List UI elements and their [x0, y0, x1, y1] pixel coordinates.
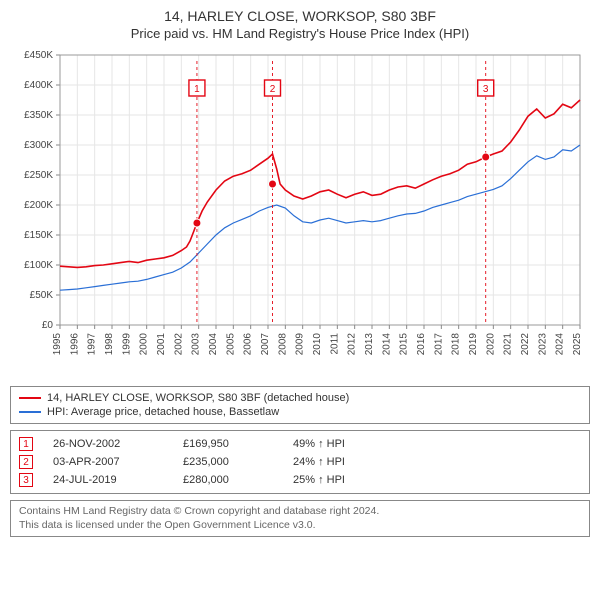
legend-row: 14, HARLEY CLOSE, WORKSOP, S80 3BF (deta… — [19, 391, 581, 405]
x-tick-label: 2025 — [572, 333, 583, 356]
x-tick-label: 2004 — [208, 333, 219, 356]
page-title: 14, HARLEY CLOSE, WORKSOP, S80 3BF — [10, 8, 590, 24]
x-tick-label: 1999 — [121, 333, 132, 356]
y-tick-label: £450K — [24, 50, 53, 61]
footer-line: Contains HM Land Registry data © Crown c… — [19, 505, 581, 519]
x-tick-label: 2023 — [537, 333, 548, 356]
x-tick-label: 2020 — [485, 333, 496, 356]
x-tick-label: 2006 — [243, 333, 254, 356]
y-tick-label: £400K — [24, 80, 53, 91]
attribution-footer: Contains HM Land Registry data © Crown c… — [10, 500, 590, 537]
x-tick-label: 2011 — [329, 333, 340, 355]
transaction-marker — [193, 219, 201, 227]
legend-swatch — [19, 411, 41, 413]
transaction-price: £235,000 — [183, 456, 273, 468]
transaction-date: 03-APR-2007 — [53, 456, 163, 468]
transaction-row-badge: 1 — [19, 437, 33, 451]
legend-label: 14, HARLEY CLOSE, WORKSOP, S80 3BF (deta… — [47, 392, 349, 404]
x-tick-label: 1998 — [104, 333, 115, 356]
x-tick-label: 2016 — [416, 333, 427, 356]
x-tick-label: 2001 — [156, 333, 167, 356]
transaction-row-badge: 2 — [19, 455, 33, 469]
transaction-hpi: 24% ↑ HPI — [293, 456, 345, 468]
x-tick-label: 2010 — [312, 333, 323, 356]
y-tick-label: £250K — [24, 170, 53, 181]
x-tick-label: 1997 — [87, 333, 98, 356]
transaction-marker — [269, 180, 277, 188]
transaction-row: 1 26-NOV-2002 £169,950 49% ↑ HPI — [19, 435, 581, 453]
x-tick-label: 1996 — [69, 333, 80, 356]
x-tick-label: 1995 — [52, 333, 63, 356]
transaction-hpi: 25% ↑ HPI — [293, 474, 345, 486]
legend-label: HPI: Average price, detached house, Bass… — [47, 406, 279, 418]
legend-swatch — [19, 397, 41, 399]
x-tick-label: 2014 — [381, 333, 392, 356]
x-tick-label: 2021 — [503, 333, 514, 356]
transaction-row-badge: 3 — [19, 473, 33, 487]
x-tick-label: 2018 — [451, 333, 462, 356]
transaction-price: £169,950 — [183, 438, 273, 450]
page-subtitle: Price paid vs. HM Land Registry's House … — [10, 26, 590, 41]
transactions-table: 1 26-NOV-2002 £169,950 49% ↑ HPI 2 03-APR-200… — [10, 430, 590, 494]
x-tick-label: 2007 — [260, 333, 271, 356]
transaction-price: £280,000 — [183, 474, 273, 486]
footer-line: This data is licensed under the Open Gov… — [19, 519, 581, 533]
x-tick-label: 2002 — [173, 333, 184, 356]
x-tick-label: 2019 — [468, 333, 479, 356]
y-tick-label: £200K — [24, 200, 53, 211]
x-tick-label: 2015 — [399, 333, 410, 356]
transaction-badge-num: 1 — [194, 84, 200, 95]
x-tick-label: 2000 — [139, 333, 150, 356]
transaction-date: 24-JUL-2019 — [53, 474, 163, 486]
x-tick-label: 2024 — [555, 333, 566, 356]
x-tick-label: 2013 — [364, 333, 375, 356]
legend-row: HPI: Average price, detached house, Bass… — [19, 405, 581, 419]
transaction-badge-num: 3 — [483, 84, 489, 95]
transaction-row: 3 24-JUL-2019 £280,000 25% ↑ HPI — [19, 471, 581, 489]
transaction-marker — [482, 153, 490, 161]
x-tick-label: 2022 — [520, 333, 531, 356]
transaction-badge-num: 2 — [270, 84, 276, 95]
x-tick-label: 2008 — [277, 333, 288, 356]
legend: 14, HARLEY CLOSE, WORKSOP, S80 3BF (deta… — [10, 386, 590, 424]
transaction-row: 2 03-APR-2007 £235,000 24% ↑ HPI — [19, 453, 581, 471]
x-tick-label: 2003 — [191, 333, 202, 356]
x-tick-label: 2009 — [295, 333, 306, 356]
y-tick-label: £350K — [24, 110, 53, 121]
price-chart: £0 £50K £100K £150K £200K £250K £300K £350K £400… — [10, 45, 590, 380]
transaction-date: 26-NOV-2002 — [53, 438, 163, 450]
y-tick-label: £150K — [24, 230, 53, 241]
x-tick-label: 2005 — [225, 333, 236, 356]
y-tick-label: £100K — [24, 260, 53, 271]
chart-svg: £0 £50K £100K £150K £200K £250K £300K £350K £400… — [10, 45, 590, 375]
x-tick-label: 2012 — [347, 333, 358, 356]
x-tick-label: 2017 — [433, 333, 444, 356]
y-tick-label: £0 — [42, 320, 54, 331]
y-tick-label: £300K — [24, 140, 53, 151]
y-tick-label: £50K — [30, 290, 54, 301]
transaction-hpi: 49% ↑ HPI — [293, 438, 345, 450]
